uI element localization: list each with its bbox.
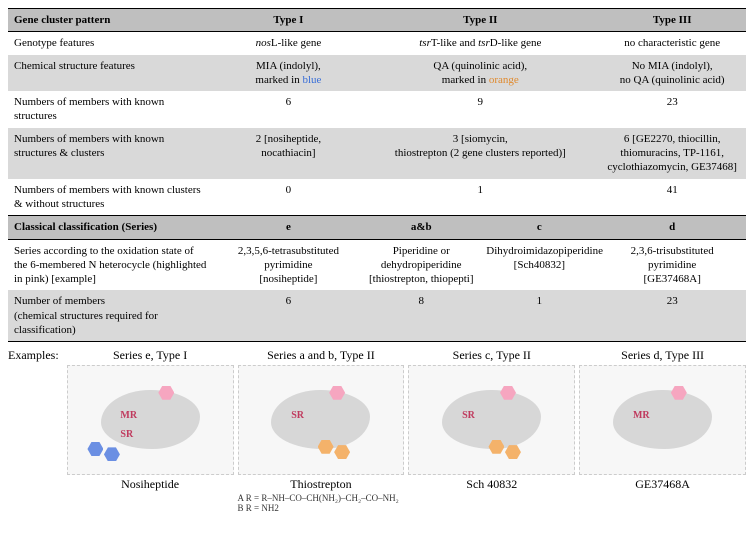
example-sch-40832: Series c, Type II SR Sch 40832 xyxy=(408,348,575,514)
molecule-placeholder: SR xyxy=(408,365,575,475)
example-name: GE37468A xyxy=(579,477,746,492)
example-thiostrepton: Series a and b, Type II SR Thiostrepton A R… xyxy=(238,348,405,514)
example-name: Sch 40832 xyxy=(408,477,575,492)
example-title: Series d, Type III xyxy=(579,348,746,363)
example-name: Nosiheptide xyxy=(67,477,234,492)
example-nosiheptide: Series e, Type I MRSR Nosiheptide xyxy=(67,348,234,514)
molecule-placeholder: MR xyxy=(579,365,746,475)
classification-table: Gene cluster patternType IType IIType II… xyxy=(8,8,746,342)
example-note: A R = R–NH–CO–CH(NH₂)–CH₂–CO–NH₂ B R = N… xyxy=(238,494,405,514)
examples-row: Examples: Series e, Type IMRSRNosiheptid… xyxy=(8,348,746,514)
examples-lead: Examples: xyxy=(8,348,59,514)
example-title: Series e, Type I xyxy=(67,348,234,363)
molecule-placeholder: SR xyxy=(238,365,405,475)
example-title: Series c, Type II xyxy=(408,348,575,363)
example-title: Series a and b, Type II xyxy=(238,348,405,363)
molecule-placeholder: MRSR xyxy=(67,365,234,475)
example-ge37468a: Series d, Type III MR GE37468A xyxy=(579,348,746,514)
example-name: Thiostrepton xyxy=(238,477,405,492)
